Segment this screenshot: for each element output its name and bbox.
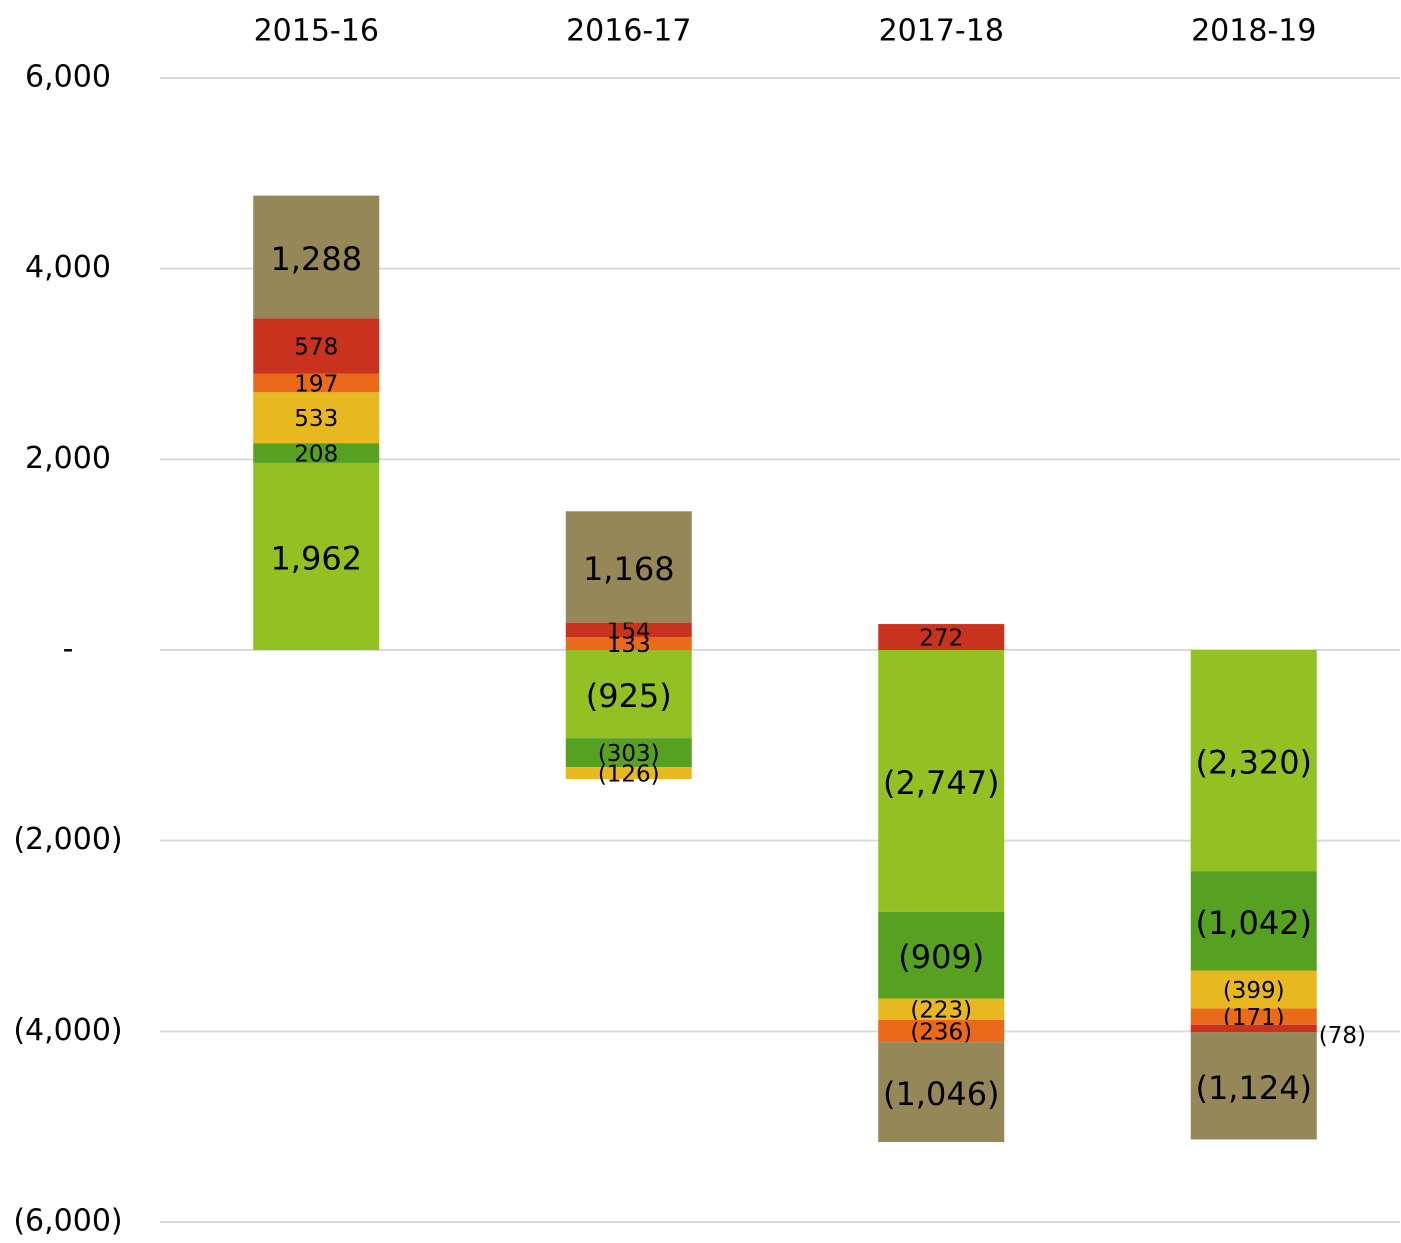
bar-segment: [253, 318, 380, 374]
data-label: (126): [598, 762, 660, 788]
y-tick-label: 2,000: [25, 441, 111, 476]
bar-segment: [1190, 1008, 1317, 1025]
data-label: (223): [910, 998, 972, 1024]
bar-segment: [565, 738, 692, 768]
data-label: (236): [910, 1020, 972, 1046]
bar-segment: [253, 462, 380, 650]
data-label: 1,168: [583, 550, 675, 588]
bar-segment: [565, 637, 692, 650]
data-label: 1,288: [270, 240, 362, 278]
y-tick-label: 4,000: [25, 250, 111, 285]
bar-segment: [878, 998, 1005, 1020]
bar-segment: [253, 443, 380, 463]
bar-segment: [1190, 650, 1317, 872]
bar-segment: [878, 624, 1005, 650]
bar-segment: [253, 392, 380, 444]
data-label: (78): [1319, 1023, 1366, 1049]
bar-segment: [878, 1042, 1005, 1143]
data-label: (1,124): [1195, 1069, 1312, 1107]
bar-segment: [878, 911, 1005, 999]
data-label: 154: [607, 618, 651, 644]
data-label: (909): [898, 938, 984, 976]
bar-segment: [565, 650, 692, 739]
data-label: 197: [294, 371, 338, 397]
bar-segment: [878, 1019, 1005, 1043]
data-label: 208: [294, 442, 338, 468]
bar-segment: [878, 650, 1005, 912]
data-label: (303): [598, 741, 660, 767]
data-label: 272: [919, 626, 963, 652]
data-label: (925): [586, 677, 672, 715]
data-label: 1,962: [270, 539, 362, 577]
x-tick-label: 2018-19: [1191, 14, 1316, 49]
bar-segment: [1190, 871, 1317, 971]
bar-segment: [1190, 1032, 1317, 1140]
data-label: (2,747): [883, 764, 1000, 802]
bar-segment: [1190, 1024, 1317, 1033]
bar-segment: [565, 622, 692, 638]
y-tick-label: -: [63, 632, 74, 667]
bar-segment: [565, 511, 692, 623]
x-tick-label: 2015-16: [254, 14, 379, 49]
data-label: 533: [294, 406, 338, 432]
bar-segment: [253, 195, 380, 319]
y-tick-label: (4,000): [13, 1013, 122, 1048]
data-label: (1,042): [1195, 904, 1312, 942]
y-tick-label: (2,000): [13, 822, 122, 857]
y-tick-label: 6,000: [25, 60, 111, 95]
data-label: (1,046): [883, 1075, 1000, 1113]
data-label: (399): [1223, 978, 1285, 1004]
data-label: (2,320): [1195, 744, 1312, 782]
bar-segment: [253, 373, 380, 393]
y-tick-label: (6,000): [13, 1204, 122, 1239]
x-tick-label: 2017-18: [879, 14, 1004, 49]
bar-segment: [565, 767, 692, 780]
data-label: 578: [294, 334, 338, 360]
bar-segment: [1190, 970, 1317, 1009]
x-tick-label: 2016-17: [566, 14, 691, 49]
